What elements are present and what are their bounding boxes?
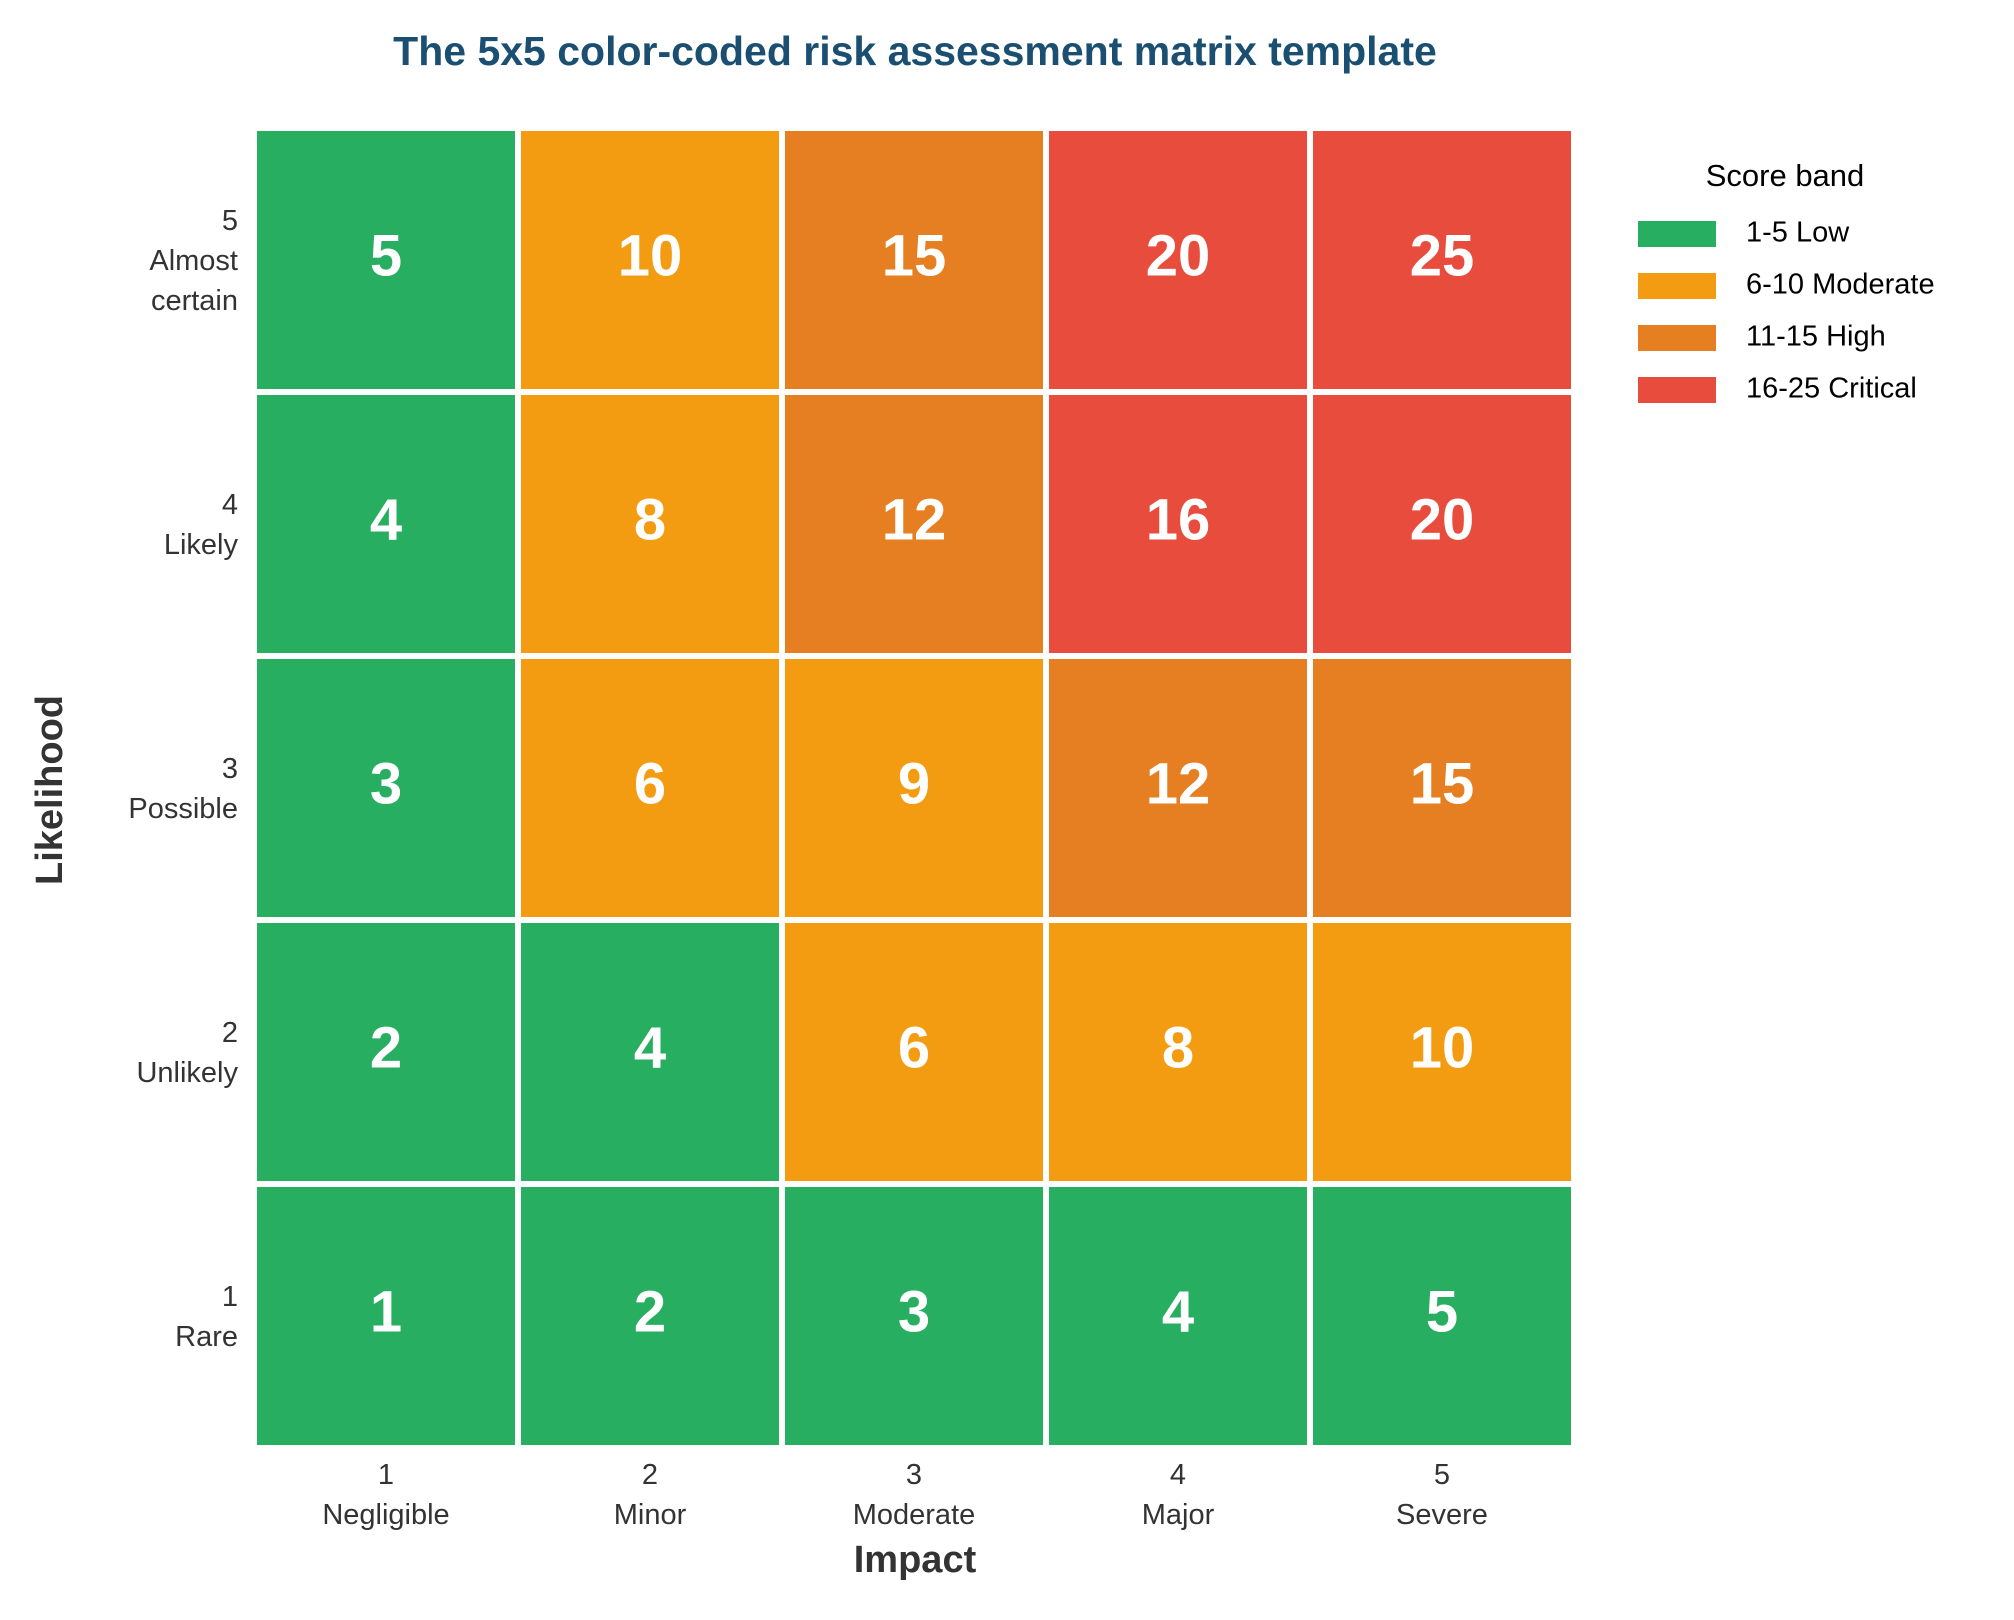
- cell: [257, 395, 515, 653]
- legend-label: 16-25 Critical: [1746, 373, 1917, 405]
- legend-swatch: [1638, 377, 1716, 403]
- cell: [521, 131, 779, 389]
- x-tick-label: 1 Negligible: [322, 1459, 449, 1531]
- cell: [785, 131, 1043, 389]
- y-tick-label: 2 Unlikely: [136, 1017, 238, 1089]
- y-tick-label: 5 Almost certain: [149, 205, 238, 317]
- legend-title: Score band: [1706, 158, 1865, 193]
- cell-label: 15: [1410, 751, 1475, 816]
- cell-label: 20: [1410, 487, 1475, 552]
- cell: [1313, 1187, 1571, 1445]
- cell: [257, 659, 515, 917]
- cell: [521, 395, 779, 653]
- y-tick-line: Almost: [149, 245, 238, 277]
- cell: [257, 1187, 515, 1445]
- cell-label: 3: [370, 751, 402, 816]
- cell-label: 12: [1146, 751, 1211, 816]
- y-tick-label: 3 Possible: [128, 753, 238, 825]
- y-tick-line: certain: [151, 285, 238, 317]
- x-tick-line: 5: [1434, 1459, 1450, 1491]
- y-tick-line: Possible: [128, 793, 238, 825]
- cell-label: 8: [634, 487, 666, 552]
- cell: [785, 923, 1043, 1181]
- cell: [1049, 923, 1307, 1181]
- cell: [785, 395, 1043, 653]
- cell: [1049, 1187, 1307, 1445]
- x-tick-line: 3: [906, 1459, 922, 1491]
- cell-label: 4: [1162, 1279, 1194, 1344]
- x-tick-line: Major: [1142, 1499, 1215, 1531]
- legend-label: 6-10 Moderate: [1746, 269, 1935, 301]
- cell-label: 1: [370, 1279, 402, 1344]
- cell-label: 5: [1426, 1279, 1458, 1344]
- cell: [785, 1187, 1043, 1445]
- cell-label: 16: [1146, 487, 1211, 552]
- cell: [1049, 395, 1307, 653]
- chart-title: The 5x5 color-coded risk assessment matr…: [393, 28, 1437, 74]
- x-tick-label: 3 Moderate: [853, 1459, 976, 1531]
- cell-label: 8: [1162, 1015, 1194, 1080]
- cell-label: 6: [898, 1015, 930, 1080]
- y-tick-line: 3: [222, 753, 238, 785]
- x-tick-line: Minor: [614, 1499, 687, 1531]
- x-tick-label: 2 Minor: [614, 1459, 687, 1531]
- cell: [1049, 131, 1307, 389]
- cell: [1313, 659, 1571, 917]
- y-tick-line: 4: [222, 489, 238, 521]
- cell-label: 9: [898, 751, 930, 816]
- x-tick-label: 4 Major: [1142, 1459, 1215, 1531]
- x-tick-line: 4: [1170, 1459, 1186, 1491]
- cell-label: 4: [370, 487, 402, 552]
- cell-label: 4: [634, 1015, 666, 1080]
- cell-label: 20: [1146, 223, 1211, 288]
- cell-label: 10: [1410, 1015, 1475, 1080]
- x-tick-line: Negligible: [322, 1499, 449, 1531]
- cell: [1049, 659, 1307, 917]
- x-tick-line: 1: [378, 1459, 394, 1491]
- cell-label: 2: [370, 1015, 402, 1080]
- y-axis-label: Likelihood: [29, 695, 71, 885]
- cell: [257, 131, 515, 389]
- legend-label: 11-15 High: [1746, 321, 1886, 353]
- x-tick-line: 2: [642, 1459, 658, 1491]
- cell-label: 12: [882, 487, 947, 552]
- y-tick-label: 1 Rare: [175, 1281, 238, 1353]
- cell: [521, 1187, 779, 1445]
- y-tick-line: 1: [222, 1281, 238, 1313]
- cell-label: 3: [898, 1279, 930, 1344]
- cell-label: 2: [634, 1279, 666, 1344]
- y-tick-line: Rare: [175, 1321, 238, 1353]
- legend-swatch: [1638, 325, 1716, 351]
- cell: [1313, 923, 1571, 1181]
- cell: [257, 923, 515, 1181]
- cell-label: 15: [882, 223, 947, 288]
- legend-swatch: [1638, 273, 1716, 299]
- cell-label: 10: [618, 223, 683, 288]
- cell-label: 6: [634, 751, 666, 816]
- y-tick-line: 2: [222, 1017, 238, 1049]
- cell: [521, 923, 779, 1181]
- cell: [1313, 131, 1571, 389]
- x-tick-line: Moderate: [853, 1499, 976, 1531]
- cell-label: 25: [1410, 223, 1475, 288]
- cell: [785, 659, 1043, 917]
- y-tick-line: 5: [222, 205, 238, 237]
- y-tick-line: Likely: [164, 529, 239, 561]
- y-tick-label: 4 Likely: [164, 489, 239, 561]
- x-axis-label: Impact: [854, 1539, 977, 1581]
- cell: [1313, 395, 1571, 653]
- legend-swatch: [1638, 221, 1716, 247]
- legend-label: 1-5 Low: [1746, 217, 1850, 249]
- x-tick-line: Severe: [1396, 1499, 1488, 1531]
- cell: [521, 659, 779, 917]
- y-tick-line: Unlikely: [136, 1057, 238, 1089]
- x-tick-label: 5 Severe: [1396, 1459, 1488, 1531]
- cell-label: 5: [370, 223, 402, 288]
